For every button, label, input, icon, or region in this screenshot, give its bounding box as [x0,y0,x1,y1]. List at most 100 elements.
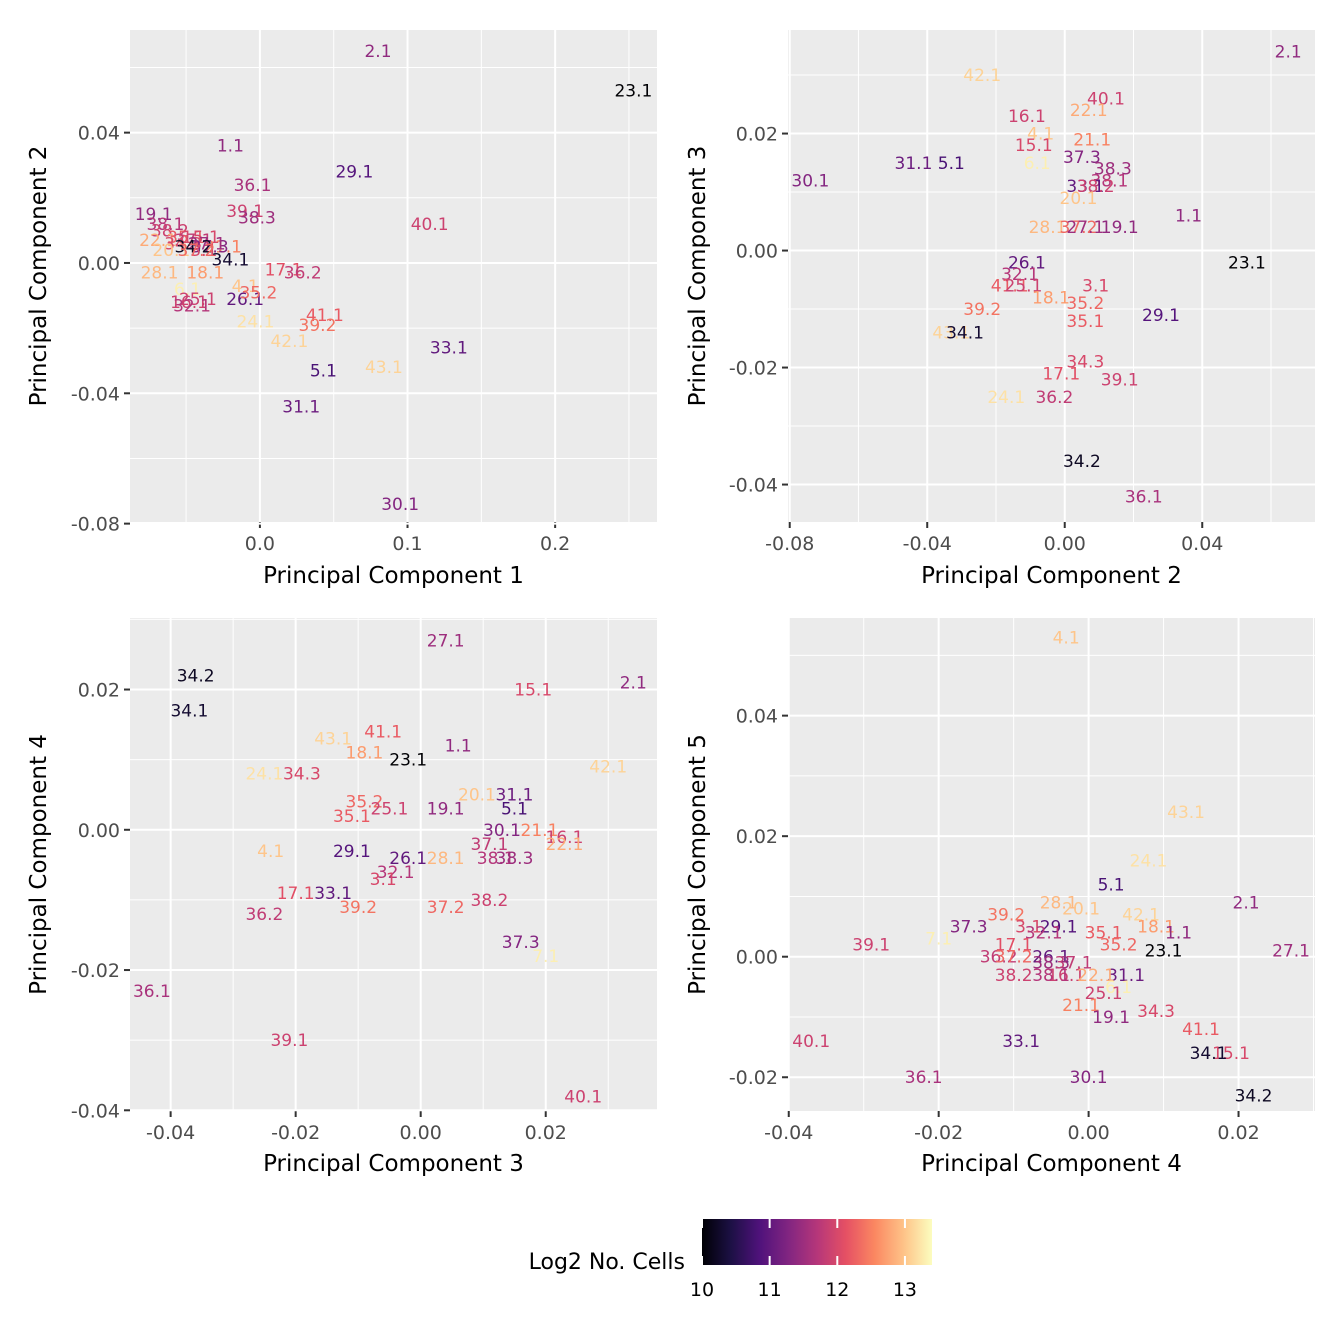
point-label: 37.1 [175,231,213,251]
x-tick-label: 0.1 [392,533,422,555]
point-label: 31.1 [895,154,933,174]
point-label: 32.1 [1001,265,1039,285]
point-label: 26.1 [1008,253,1046,273]
point-label: 31.1 [1107,966,1145,986]
point-label: 35.1 [1066,312,1104,332]
point-label: 23.1 [614,81,652,101]
point-label: 43.1 [932,323,970,343]
point-label: 29.1 [1040,918,1078,938]
y-tick-label: -0.02 [729,358,778,380]
x-tick-label: 0.00 [400,1122,442,1144]
legend-title: Log2 No. Cells [529,1250,685,1275]
y-tick-label: -0.02 [71,960,120,982]
point-label: 38.2 [151,221,189,241]
x-tick-label: -0.08 [765,533,814,555]
x-tick-label: 0.2 [540,533,570,555]
point-label: 30.1 [483,821,521,841]
point-label: 32.1 [1025,924,1063,944]
point-label: 2.1 [1275,43,1302,63]
point-label: 21.1 [1073,130,1111,150]
y-axis-title: Principal Component 5 [685,734,711,995]
point-label: 40.1 [564,1087,602,1107]
point-label: 7.1 [925,930,952,950]
point-label: 36.2 [1035,388,1073,408]
point-label: 36.2 [245,905,283,925]
point-label: 34.2 [175,238,213,258]
y-axis-title: Principal Component 2 [26,146,52,407]
point-label: 20.1 [1062,899,1100,919]
point-label: 28.1 [1040,893,1078,913]
point-label: 38.2 [995,966,1033,986]
point-label: 27.1 [188,234,226,254]
point-label: 16.1 [1047,966,1085,986]
point-label: 29.1 [1142,306,1180,326]
point-label: 27.1 [1066,218,1104,238]
point-label: 35.2 [1100,936,1138,956]
point-label: 4.1 [1027,125,1054,145]
point-label: 39.2 [963,300,1001,320]
point-label: 30.1 [1070,1068,1108,1088]
x-tick-label: 0.04 [1181,533,1223,555]
point-label: 25.1 [1085,984,1123,1004]
point-label: 24.1 [987,388,1025,408]
point-label: 29.1 [335,163,373,183]
point-label: 4.1 [232,277,259,297]
y-tick-label: 0.00 [78,253,120,275]
x-tick-label: -0.02 [271,1122,320,1144]
point-label: 34.2 [1063,452,1101,472]
plot-background [788,618,1315,1111]
point-label: 28.1 [1029,218,1067,238]
y-tick-label: 0.02 [78,680,120,702]
point-label: 34.3 [283,765,321,785]
point-label: 17.1 [995,936,1033,956]
point-label: 21.1 [204,238,242,258]
point-label: 17.1 [1042,364,1080,384]
point-label: 3.1 [370,870,397,890]
point-label: 15.1 [1015,136,1053,156]
legend-tick-label: 13 [893,1279,917,1301]
point-label: 34.3 [1066,353,1104,373]
point-label: 24.1 [1130,851,1168,871]
point-label: 43.1 [1167,803,1205,823]
point-label: 38.1 [146,215,184,235]
point-label: 4.1 [1053,628,1080,648]
point-label: 31.1 [282,397,320,417]
point-label: 26.1 [389,849,427,869]
point-label: 24.1 [237,313,275,333]
point-label: 6.1 [174,280,201,300]
point-label: 19.1 [427,800,465,820]
point-label: 42.1 [963,66,1001,86]
point-label: 39.2 [987,906,1025,926]
point-label: 25.1 [371,800,409,820]
point-label: 22.1 [139,231,177,251]
y-tick-label: 0.02 [736,124,778,146]
x-tick-label: 0.0 [245,533,275,555]
point-label: 35.2 [346,793,384,813]
y-tick-label: 0.04 [736,706,778,728]
point-label: 19.1 [1101,218,1139,238]
point-label: 22.1 [546,835,584,855]
y-axis-title: Principal Component 4 [26,734,52,995]
x-tick-label: -0.02 [914,1122,963,1144]
point-label: 3.1 [190,241,217,261]
point-label: 27.1 [427,631,465,651]
point-label: 18.1 [1032,288,1070,308]
point-label: 38.2 [471,891,509,911]
point-label: 33.1 [314,884,352,904]
point-label: 33.1 [1002,1032,1040,1052]
point-label: 35.2 [1066,294,1104,314]
point-label: 19.1 [135,205,173,225]
point-label: 37.1 [471,835,509,855]
point-label: 41.1 [991,277,1029,297]
point-label: 37.3 [191,238,229,258]
point-label: 18.1 [346,744,384,764]
point-label: 32.1 [377,863,415,883]
point-label: 17.1 [265,260,303,280]
x-tick-label: 0.02 [1217,1122,1259,1144]
point-label: 37.3 [502,933,540,953]
point-label: 25.1 [1005,277,1043,297]
point-label: 26.1 [226,290,264,310]
point-label: 41.1 [1182,1020,1220,1040]
point-label: 33.1 [1066,177,1104,197]
point-label: 3.1 [1082,277,1109,297]
